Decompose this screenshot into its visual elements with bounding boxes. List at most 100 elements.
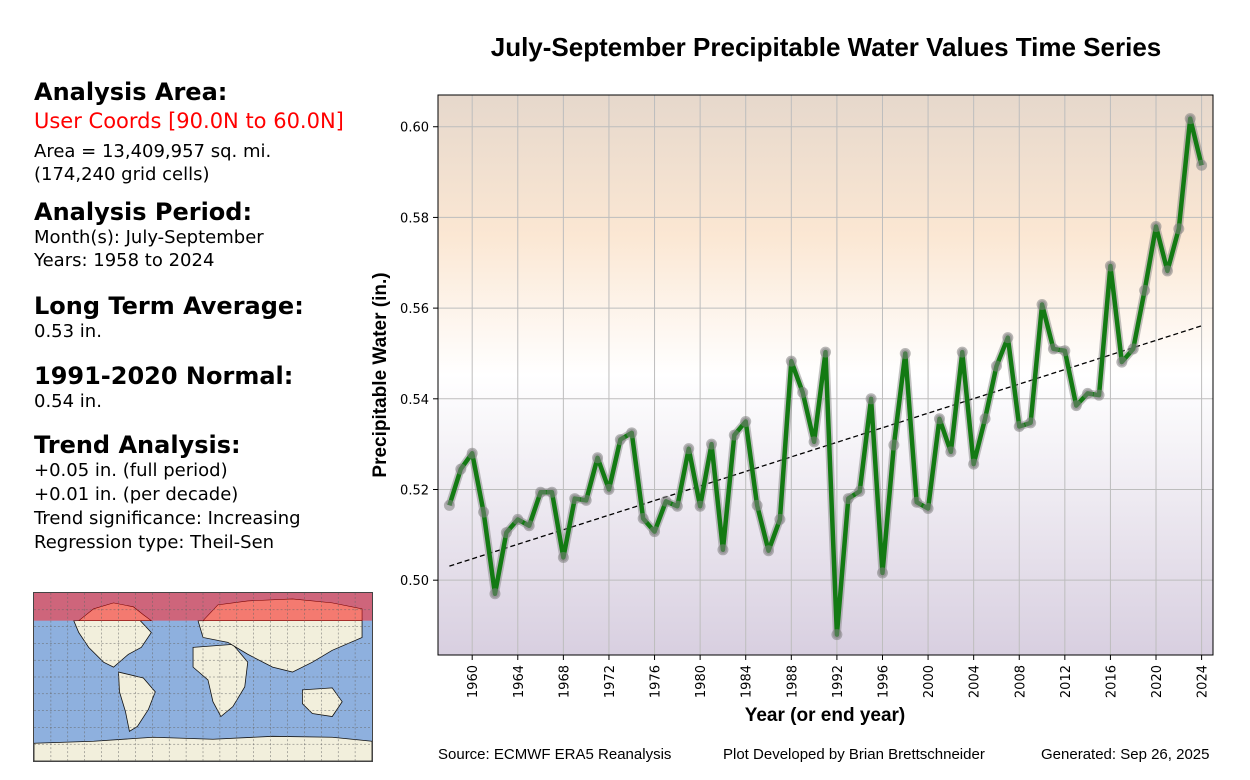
data-point: [728, 429, 740, 441]
data-point: [763, 545, 775, 557]
normal-heading: 1991-2020 Normal:: [34, 362, 294, 390]
trend-line-group: [449, 325, 1202, 567]
markers-group: [443, 113, 1208, 641]
y-axis-ticks: 0.50 0.52 0.54 0.56 0.58 0.60: [400, 121, 438, 589]
x-tick-label: 2000: [922, 665, 937, 698]
data-point: [740, 415, 752, 427]
y-tick-label: 0.58: [400, 211, 429, 226]
map-graticule: [34, 593, 372, 761]
data-point: [1161, 265, 1173, 277]
data-point: [637, 513, 649, 525]
data-point: [569, 493, 581, 505]
area-size: Area = 13,409,957 sq. mi.: [34, 141, 272, 162]
data-point: [546, 486, 558, 498]
data-point: [922, 503, 934, 515]
data-point: [603, 483, 615, 495]
x-axis-ticks: 1960 1964 1968 1972 1976 1980 1984 1988 1992 1996…: [466, 655, 1211, 698]
data-point: [876, 567, 888, 579]
x-tick-label: 2016: [1104, 665, 1119, 698]
data-point: [831, 629, 843, 641]
trend-decade: +0.01 in. (per decade): [34, 484, 239, 505]
data-point: [717, 544, 729, 556]
data-point: [933, 413, 945, 425]
x-tick-label: 1988: [785, 665, 800, 698]
y-tick-label: 0.56: [400, 302, 429, 317]
data-point: [1173, 223, 1185, 235]
data-point: [979, 413, 991, 425]
data-point: [1013, 420, 1025, 432]
data-point: [808, 436, 820, 448]
data-point: [1104, 260, 1116, 272]
trend-heading: Trend Analysis:: [34, 431, 241, 459]
data-point: [580, 494, 592, 506]
x-tick-label: 1964: [512, 665, 527, 698]
data-point: [1127, 343, 1139, 355]
trend-full: +0.05 in. (full period): [34, 460, 228, 481]
data-point: [535, 486, 547, 498]
data-point: [1093, 389, 1105, 401]
data-point: [649, 526, 661, 538]
data-point: [1184, 113, 1196, 125]
data-point: [820, 346, 831, 358]
x-tick-label: 1992: [831, 665, 846, 698]
data-point: [888, 439, 900, 451]
data-point: [865, 393, 877, 405]
lta-heading: Long Term Average:: [34, 292, 304, 320]
y-tick-label: 0.60: [400, 121, 429, 136]
x-tick-label: 2024: [1196, 665, 1211, 698]
data-point: [557, 552, 569, 564]
data-point: [1139, 284, 1151, 296]
y-tick-label: 0.52: [400, 483, 429, 498]
data-point: [945, 446, 957, 458]
data-point: [614, 434, 626, 446]
x-tick-label: 1984: [740, 665, 755, 698]
data-point: [911, 496, 923, 508]
y-tick-label: 0.54: [400, 393, 429, 408]
data-point: [1047, 343, 1059, 355]
data-point: [455, 463, 467, 475]
data-point: [1196, 159, 1208, 171]
data-point: [751, 499, 763, 511]
chart-title: July-September Precipitable Water Values…: [490, 32, 1162, 62]
locator-map: [33, 592, 373, 762]
data-point: [797, 386, 809, 398]
gridlines: [438, 95, 1213, 655]
y-tick-label: 0.50: [400, 574, 429, 589]
data-point: [1150, 220, 1162, 232]
info-panel: Analysis Area: User Coords [90.0N to 60.…: [34, 78, 414, 554]
x-tick-label: 2004: [968, 665, 983, 698]
data-point: [1002, 332, 1014, 344]
x-tick-label: 1968: [557, 665, 572, 698]
data-point: [489, 588, 501, 600]
trend-significance: Trend significance: Increasing: [34, 508, 301, 529]
months: Month(s): July-September: [34, 227, 264, 248]
data-point: [512, 513, 524, 525]
developer-text: Plot Developed by Brian Brettschneider: [723, 746, 985, 763]
data-point: [956, 346, 968, 358]
data-point: [694, 500, 706, 512]
trend-line: [449, 325, 1202, 567]
normal-value: 0.54 in.: [34, 391, 102, 412]
data-point: [854, 485, 866, 497]
data-point: [842, 493, 854, 505]
data-point: [774, 513, 786, 525]
years: Years: 1958 to 2024: [34, 250, 215, 271]
data-point: [1036, 298, 1048, 310]
data-point: [626, 427, 638, 439]
period-heading: Analysis Period:: [34, 198, 253, 226]
data-point: [1025, 417, 1037, 429]
x-tick-label: 1976: [649, 665, 664, 698]
data-point: [706, 438, 718, 450]
data-point: [478, 506, 490, 518]
source-text: Source: ECMWF ERA5 Reanalysis: [438, 746, 672, 763]
data-point: [500, 527, 512, 539]
data-point: [899, 347, 911, 359]
x-tick-label: 2012: [1059, 665, 1074, 698]
x-tick-label: 1980: [694, 665, 709, 698]
data-point: [968, 458, 980, 470]
grid-cells: (174,240 grid cells): [34, 164, 210, 185]
x-tick-label: 2020: [1150, 665, 1165, 698]
data-point: [523, 520, 535, 532]
data-point: [443, 499, 455, 511]
data-point: [1082, 387, 1094, 399]
